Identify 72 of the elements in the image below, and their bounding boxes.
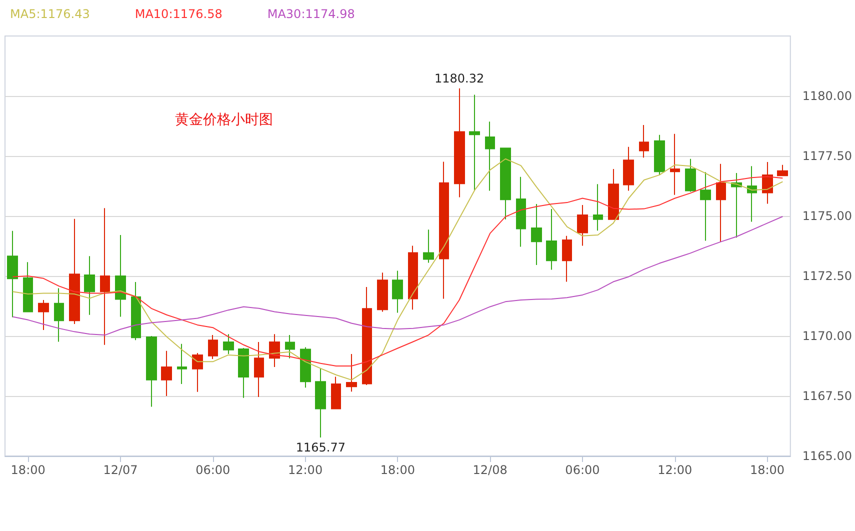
candlestick [454,88,465,198]
y-tick-label: 1175.00 [802,209,852,223]
candlestick [654,134,665,176]
candlestick [777,164,788,176]
y-tick-label: 1180.00 [802,89,852,103]
candlestick [315,368,326,438]
y-tick-label: 1172.50 [802,269,852,283]
candlestick [577,204,588,246]
candlestick [285,334,295,359]
candlestick [716,163,726,242]
candlestick [146,336,157,408]
x-tick-label: 12:00 [288,463,323,477]
candlestick [223,334,234,354]
x-tick-label: 12:00 [658,463,692,477]
candlestick [161,350,172,396]
candlestick [485,121,495,192]
candlestick [500,148,511,220]
candlestick [23,262,33,312]
candlestick [608,168,619,220]
annotation: 1165.77 [296,440,346,455]
text: MA30:1174.98 [267,7,355,21]
candlestick [685,158,696,192]
y-tick-label: 1177.50 [802,149,852,163]
candlestick [593,184,603,232]
candlestick [747,166,757,222]
candlestick [54,288,64,342]
candlestick [346,354,357,392]
candlestick [531,204,542,266]
x-tick-label: 06:00 [196,463,230,477]
y-tick-label: 1165.00 [802,449,852,463]
text: 黄金价格小时图 [175,112,273,128]
candlestick [670,133,680,196]
candlestick [84,256,95,316]
candlestick [115,234,126,318]
y-tick-label: 1167.50 [802,389,852,403]
candlestick [177,343,187,384]
annotation: 1180.32 [434,71,484,86]
candlestick [623,146,634,192]
candlestick [254,342,264,398]
candlestick [362,286,372,386]
candlestick [408,245,418,310]
candlestick [562,235,572,282]
candlestick [439,161,449,300]
candlestick [131,282,141,341]
y-tick-label: 1170.00 [802,329,852,343]
x-tick-label: 06:00 [565,463,600,477]
candlestick [192,352,203,392]
candlestick [238,348,249,398]
candlestick [69,218,80,324]
text: MA5:1176.43 [10,7,90,21]
candlestick [762,162,773,204]
candlestick [7,230,18,318]
text: MA10:1176.58 [134,7,222,21]
candlestick [546,208,557,270]
candlestick [100,208,110,346]
x-tick-label: 18:00 [750,463,785,477]
x-tick-label: 18:00 [10,463,46,477]
x-tick-label: 18:00 [380,463,415,477]
candlestick [469,94,480,192]
x-tick-label: 12/07 [103,463,138,477]
candlestick [38,300,49,330]
candlestick [377,272,388,312]
line-series [12,216,784,336]
x-tick-label: 12/08 [472,463,508,477]
candlestick [300,346,311,388]
candlestick [639,124,649,158]
candlestick [700,172,711,242]
candlestick [423,229,434,264]
candlestick [331,376,341,410]
candlestick [392,270,403,314]
candlestick [208,334,218,360]
candlestick [516,176,526,248]
